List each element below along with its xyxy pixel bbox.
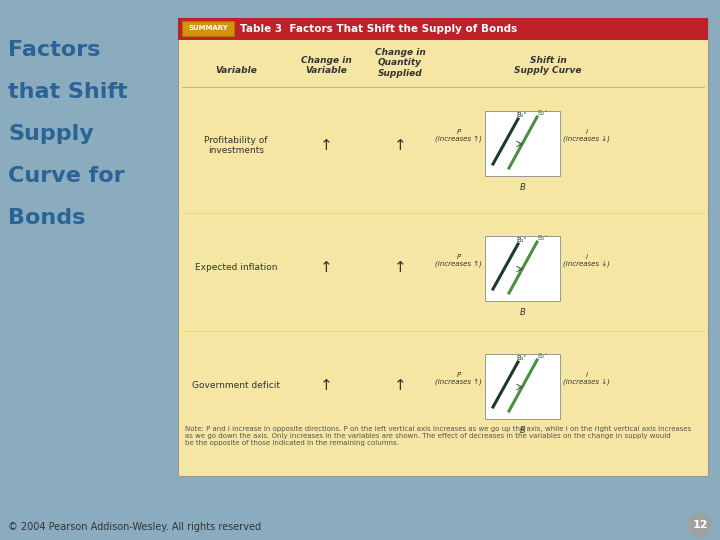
Text: Bonds: Bonds: [8, 208, 86, 228]
Bar: [485, 354, 560, 419]
Text: Curve for: Curve for: [8, 166, 125, 186]
Bar: [182, 21, 234, 36]
Bar: [485, 111, 560, 176]
Text: P
(increases ↑): P (increases ↑): [435, 372, 482, 386]
Text: B₁ˢ: B₁ˢ: [516, 355, 526, 361]
Text: Shift in
Supply Curve: Shift in Supply Curve: [514, 56, 582, 76]
Text: Factors: Factors: [8, 40, 100, 60]
Text: © 2004 Pearson Addison-Wesley. All rights reserved: © 2004 Pearson Addison-Wesley. All right…: [8, 522, 261, 532]
Bar: [178, 18, 708, 476]
Text: ↑: ↑: [394, 138, 406, 153]
Text: Supply: Supply: [8, 124, 94, 144]
Text: B: B: [520, 183, 526, 192]
Text: B₂ˢ: B₂ˢ: [537, 110, 547, 116]
Text: that Shift: that Shift: [8, 82, 127, 102]
Circle shape: [688, 513, 712, 537]
Text: B: B: [520, 308, 526, 317]
Text: Government deficit: Government deficit: [192, 381, 280, 389]
Text: ↑: ↑: [394, 377, 406, 393]
Text: B₁ˢ: B₁ˢ: [516, 112, 526, 118]
Text: B₂ˢ: B₂ˢ: [537, 235, 547, 241]
Text: Change in
Variable: Change in Variable: [301, 56, 351, 76]
Text: B₂ˢ: B₂ˢ: [537, 353, 547, 359]
Bar: [178, 18, 708, 40]
Text: i
(increases ↓): i (increases ↓): [563, 129, 610, 143]
Text: Variable: Variable: [215, 66, 257, 75]
Text: Change in
Quantity
Supplied: Change in Quantity Supplied: [374, 48, 426, 78]
Text: ↑: ↑: [320, 377, 333, 393]
Text: B₁ˢ: B₁ˢ: [516, 237, 526, 243]
Text: B: B: [520, 426, 526, 435]
Text: ↑: ↑: [320, 260, 333, 274]
Text: ↑: ↑: [320, 138, 333, 153]
Text: 12: 12: [692, 520, 708, 530]
Text: i
(increases ↓): i (increases ↓): [563, 372, 610, 386]
Text: P
(increases ↑): P (increases ↑): [435, 254, 482, 267]
Text: Expected inflation: Expected inflation: [194, 262, 277, 272]
Text: Table 3  Factors That Shift the Supply of Bonds: Table 3 Factors That Shift the Supply of…: [240, 24, 517, 34]
Text: Profitability of
investments: Profitability of investments: [204, 136, 268, 155]
Bar: [485, 236, 560, 301]
Text: i
(increases ↓): i (increases ↓): [563, 254, 610, 267]
Text: ↑: ↑: [394, 260, 406, 274]
Text: P
(increases ↑): P (increases ↑): [435, 129, 482, 143]
Text: SUMMARY: SUMMARY: [188, 25, 228, 31]
Text: Note: P and i increase in opposite directions. P on the left vertical axis incre: Note: P and i increase in opposite direc…: [185, 426, 691, 446]
